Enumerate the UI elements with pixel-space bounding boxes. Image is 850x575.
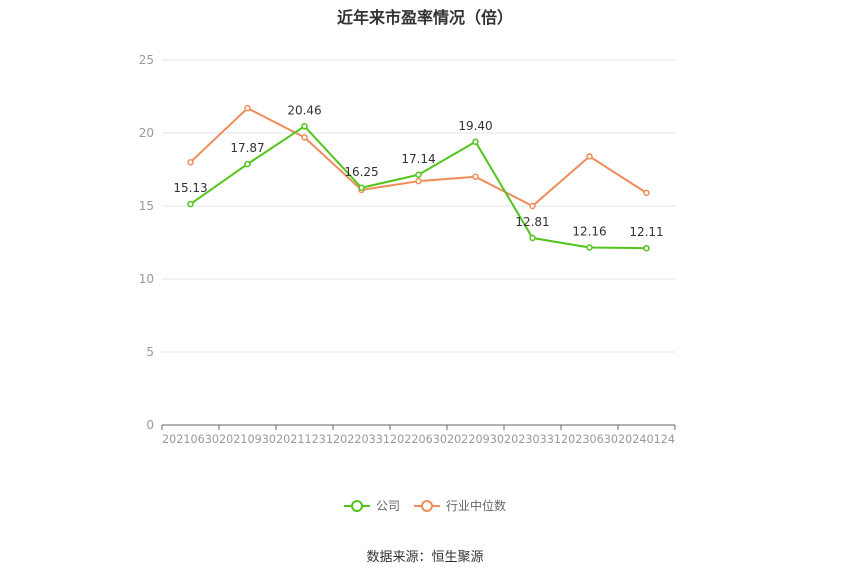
x-tick-label: 20220930 — [447, 432, 504, 446]
data-label-company: 12.11 — [629, 225, 663, 239]
x-tick-label: 20230630 — [561, 432, 618, 446]
data-point-company[interactable] — [187, 200, 194, 208]
x-tick-label: 20240124 — [618, 432, 675, 446]
y-tick-label: 0 — [146, 418, 154, 432]
legend-label-company: 公司 — [375, 499, 400, 513]
data-label-company: 12.16 — [572, 224, 606, 238]
data-point-industry-median[interactable] — [472, 173, 479, 181]
x-tick-label: 20220630 — [390, 432, 447, 446]
data-label-company: 20.46 — [287, 103, 321, 117]
data-label-company: 17.87 — [230, 141, 264, 155]
data-point-company[interactable] — [415, 171, 422, 179]
y-tick-label: 15 — [139, 199, 154, 213]
data-point-company[interactable] — [643, 244, 650, 252]
x-tick-label: 20230331 — [504, 432, 561, 446]
data-point-company[interactable] — [472, 138, 479, 146]
x-tick-label: 20211231 — [276, 432, 333, 446]
data-point-company[interactable] — [529, 234, 536, 242]
data-label-company: 12.81 — [515, 215, 549, 229]
data-point-company[interactable] — [244, 160, 251, 168]
y-tick-label: 5 — [146, 345, 154, 359]
data-label-company: 19.40 — [458, 119, 492, 133]
legend-item-industry-median[interactable]: 行业中位数 — [414, 497, 506, 514]
x-tick-label: 20210930 — [219, 432, 276, 446]
legend: 公司 行业中位数 — [0, 497, 850, 514]
y-tick-label: 20 — [139, 126, 154, 140]
legend-marker-industry-median-icon — [414, 499, 440, 512]
data-point-industry-median[interactable] — [643, 189, 650, 197]
y-tick-label: 25 — [139, 53, 154, 67]
x-tick-label: 20210630 — [162, 432, 219, 446]
data-point-industry-median[interactable] — [529, 202, 536, 210]
data-point-industry-median[interactable] — [586, 153, 593, 160]
data-point-company[interactable] — [586, 244, 593, 251]
data-point-industry-median[interactable] — [187, 158, 194, 166]
data-point-industry-median[interactable] — [301, 134, 308, 141]
data-point-industry-median[interactable] — [244, 104, 251, 112]
data-label-company: 17.14 — [401, 152, 435, 166]
data-label-company: 15.13 — [173, 181, 207, 195]
x-tick-label: 20220331 — [333, 432, 390, 446]
data-point-company[interactable] — [358, 184, 365, 191]
source-note: 数据来源：恒生聚源 — [366, 550, 484, 565]
legend-marker-company-icon — [343, 499, 370, 512]
data-point-industry-median[interactable] — [415, 177, 422, 185]
legend-item-company[interactable]: 公司 — [343, 497, 400, 514]
data-point-company[interactable] — [301, 123, 308, 130]
chart-title: 近年来市盈率情况（倍） — [336, 8, 513, 27]
data-label-company: 16.25 — [344, 165, 378, 179]
legend-label-industry-median: 行业中位数 — [446, 499, 507, 513]
y-tick-label: 10 — [139, 272, 154, 286]
